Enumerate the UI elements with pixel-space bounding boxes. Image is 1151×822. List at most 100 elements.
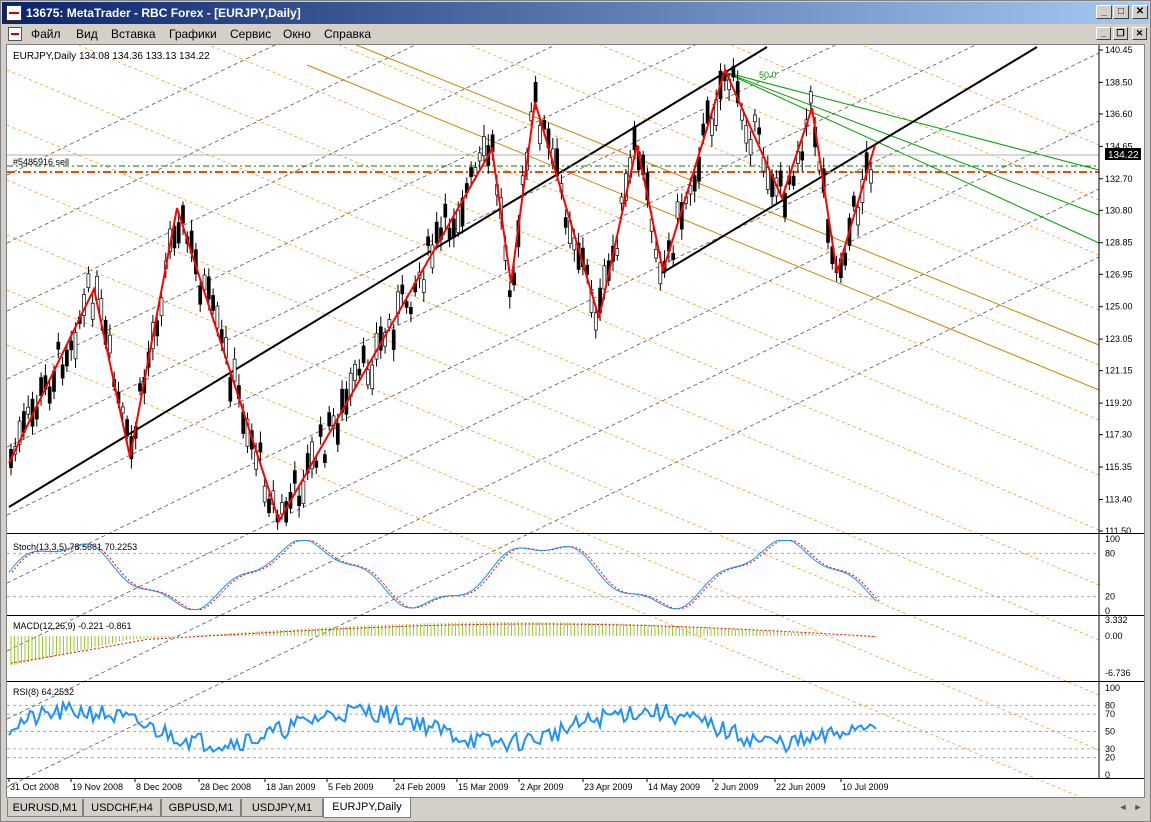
candle-body: [305, 453, 310, 474]
price-tick-label: 125.00: [1105, 302, 1133, 312]
date-tick-label: 14 May 2009: [648, 782, 700, 792]
window-title: 13675: MetaTrader - RBC Forex - [EURJPY,…: [26, 6, 301, 20]
chart-restore-button[interactable]: ❐: [1113, 27, 1128, 40]
candle-body: [593, 312, 598, 331]
candle-body: [735, 81, 740, 104]
tab-usdchf-h4[interactable]: USDCHF,H4: [83, 799, 161, 817]
price-tick-label: 134.65: [1105, 141, 1133, 151]
tab-gbpusd-m1[interactable]: GBPUSD,M1: [161, 799, 241, 817]
fan-line: [723, 71, 1100, 244]
candle-body: [800, 151, 805, 161]
menu-tools[interactable]: Сервис: [230, 27, 272, 41]
candle-body: [366, 369, 370, 386]
candle-body: [443, 203, 448, 218]
candle-body: [692, 175, 697, 192]
date-tick-label: 24 Feb 2009: [395, 782, 446, 792]
zigzag-line: [8, 67, 876, 524]
menu-file[interactable]: Файл: [31, 27, 61, 41]
candle-body: [297, 495, 301, 507]
candle-body: [211, 295, 215, 311]
tab-usdjpy-m1[interactable]: USDJPY,M1: [241, 799, 323, 817]
candle-body: [323, 454, 327, 463]
maximize-button[interactable]: □: [1113, 5, 1129, 19]
title-bar[interactable]: 13675: MetaTrader - RBC Forex - [EURJPY,…: [2, 2, 1149, 24]
chart-area[interactable]: EURJPY,Daily 134.08 134.36 133.13 134.22…: [6, 44, 1145, 798]
candle-body: [318, 424, 323, 437]
close-button[interactable]: ✕: [1132, 5, 1148, 19]
price-tick-label: 132.70: [1105, 174, 1133, 184]
fan-line: [723, 71, 1100, 171]
candle-body: [731, 65, 736, 78]
tab-eurjpy-daily[interactable]: EURJPY,Daily: [323, 798, 411, 818]
candle-body: [391, 329, 396, 351]
candle-body: [791, 175, 796, 186]
macd-panel[interactable]: MACD(12,26,9) -0.221 -0.861 3.332 0.00 -6.…: [10, 615, 1131, 678]
candle-body: [262, 485, 267, 503]
candle-body: [477, 152, 482, 162]
candle-body: [869, 169, 873, 184]
date-tick-label: 8 Dec 2008: [136, 782, 182, 792]
price-tick-label: 113.40: [1105, 494, 1132, 504]
candle-body: [327, 412, 332, 427]
chart-window-icon[interactable]: [8, 27, 22, 41]
fib-label: 50.0: [759, 70, 777, 80]
chart-canvas[interactable]: EURJPY,Daily 134.08 134.36 133.13 134.22…: [7, 45, 1144, 797]
candle-body: [232, 358, 237, 382]
candle-body: [206, 276, 211, 300]
candle-body: [404, 300, 409, 308]
candle-body: [258, 442, 263, 453]
tab-eurusd-m1[interactable]: EURUSD,M1: [7, 799, 83, 817]
candle-body: [378, 326, 383, 351]
channel-lower-line: [661, 46, 1038, 274]
candle-body: [228, 377, 233, 402]
candle-body: [757, 127, 762, 135]
price-tick-label: 128.85: [1105, 238, 1133, 248]
price-axis: 140.45 138.50 136.60 134.65 132.70 130.80 128.…: [7, 45, 1144, 779]
menu-charts[interactable]: Графики: [169, 27, 217, 41]
chart-minimize-button[interactable]: _: [1096, 27, 1111, 40]
stoch-main-line: [8, 539, 877, 611]
candle-body: [357, 368, 362, 376]
rsi-level-label: 100: [1105, 683, 1120, 693]
app-icon: [6, 5, 22, 21]
tabs-scroll-right-icon[interactable]: ►: [1133, 802, 1143, 812]
candle-body: [421, 279, 426, 293]
price-tick-label: 126.95: [1105, 269, 1133, 279]
candle-body: [538, 125, 542, 145]
menu-window[interactable]: Окно: [283, 27, 311, 41]
stoch-level-label: 100: [1105, 534, 1120, 544]
channel-dashed-line: [7, 52, 1100, 584]
price-panel[interactable]: EURJPY,Daily 134.08 134.36 133.13 134.22…: [7, 45, 1100, 797]
rsi-line: [8, 699, 877, 754]
menu-help[interactable]: Справка: [324, 27, 372, 41]
macd-level-label: 3.332: [1105, 615, 1128, 625]
rsi-level-label: 50: [1105, 727, 1115, 737]
candle-body: [744, 124, 749, 144]
price-tick-label: 111.50: [1105, 526, 1131, 536]
chart-tabs-bar: EURUSD,M1 USDCHF,H4 GBPUSD,M1 USDJPY,M1 …: [2, 798, 1149, 820]
candle-body: [69, 340, 74, 351]
stoch-signal-line: [11, 539, 880, 611]
candle-body: [314, 460, 319, 468]
price-tick-label: 140.45: [1105, 45, 1133, 55]
candle-body: [632, 126, 637, 151]
candle-body: [56, 341, 61, 350]
candle-body: [17, 420, 22, 445]
menu-view[interactable]: Вид: [76, 27, 98, 41]
price-tick-label: 121.15: [1105, 366, 1133, 376]
minimize-button[interactable]: _: [1096, 5, 1112, 19]
chart-close-button[interactable]: ✕: [1132, 27, 1147, 40]
candle-body: [563, 217, 568, 228]
candle-body: [512, 272, 516, 286]
candle-body: [778, 170, 783, 187]
menu-insert[interactable]: Вставка: [111, 27, 156, 41]
candle-body: [452, 218, 456, 238]
candle-body: [507, 290, 512, 298]
candle-body: [353, 364, 357, 381]
candle-body: [86, 273, 91, 289]
candle-body: [460, 197, 465, 227]
tabs-scroll-left-icon[interactable]: ◄: [1118, 802, 1128, 812]
candle-body: [73, 332, 78, 360]
